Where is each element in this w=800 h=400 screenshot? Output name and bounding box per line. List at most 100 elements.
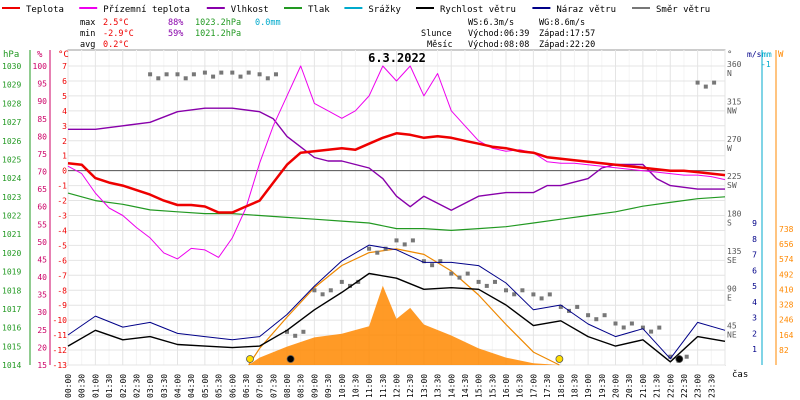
axis-tick-pressure: 1026 <box>2 137 21 146</box>
chart-header: Teplota Přízemní teplota Vlhkost Tlak Srážky… <box>2 5 710 65</box>
axis-tick-precip: -1 <box>761 60 771 69</box>
axis-unit-humidity: % <box>37 50 43 60</box>
axis-tick-humidity: 40 <box>37 273 47 282</box>
axis-tick-time: 07:30 <box>269 374 278 398</box>
axis-tick-time: 16:00 <box>502 374 511 398</box>
axis-tick-pressure: 1021 <box>2 230 21 239</box>
axis-tick-humidity: 90 <box>37 97 47 106</box>
axis-tick-time: 14:30 <box>461 374 470 398</box>
axis-tick-time: 04:00 <box>174 374 183 398</box>
axis-tick-temperature: 6 <box>62 77 67 86</box>
marker-moonrise <box>286 355 295 363</box>
wind-dir-point <box>512 292 517 297</box>
axis-tick-time: 06:30 <box>242 374 251 398</box>
stats-avg-temp: 0.2°C <box>103 40 129 50</box>
series-pressure <box>67 192 726 231</box>
axis-tick-time: 21:30 <box>653 374 662 398</box>
wind-dir-point <box>558 304 563 309</box>
stats-min-pressure: 1021.2hPa <box>195 29 241 39</box>
axis-unit-precip: mm <box>762 50 772 59</box>
axis-tick-time: 10:00 <box>338 374 347 398</box>
wind-dir-point <box>339 279 344 284</box>
axis-tick-time: 03:30 <box>160 374 169 398</box>
series-feels <box>67 65 726 260</box>
axis-tick-wind-dir: 225 <box>727 172 742 181</box>
wind-dir-point <box>402 242 407 247</box>
axis-tick-time: 20:30 <box>625 374 634 398</box>
stats-max-humidity: 88% <box>168 18 183 28</box>
axis-tick-time: 13:30 <box>434 374 443 398</box>
wind-dir-point <box>219 70 224 75</box>
axis-tick-temperature: -9 <box>57 301 67 310</box>
axis-tick-humidity: 70 <box>37 168 47 177</box>
axis-unit-wind-speed: m/s <box>747 50 762 59</box>
axis-tick-time: 09:00 <box>310 374 319 398</box>
wind-dir-point <box>657 325 662 330</box>
axis-tick-time: 03:00 <box>146 374 155 398</box>
axis-tick-humidity: 60 <box>37 203 47 212</box>
axis-tick-wind-dir-label: NE <box>727 331 737 340</box>
axis-tick-temperature: 4 <box>62 107 67 116</box>
series-wind-speed <box>67 272 726 363</box>
axis-unit-wind-dir: ° <box>727 50 732 60</box>
axis-tick-time: 19:30 <box>598 374 607 398</box>
wind-dir-point <box>312 288 317 293</box>
wind-dir-point <box>375 250 380 255</box>
axis-tick-time: 07:00 <box>256 374 265 398</box>
axis-tick-time: 00:00 <box>64 374 73 398</box>
axis-tick-time: 22:30 <box>680 374 689 398</box>
wind-dir-point <box>274 72 278 77</box>
chart-grid <box>67 49 726 366</box>
legend-label-wind_speed: Rychlost větru <box>440 5 516 15</box>
axis-tick-solar: 656 <box>779 240 794 249</box>
axis-tick-time: 12:00 <box>393 374 402 398</box>
axis-tick-humidity: 80 <box>37 132 47 141</box>
axis-tick-humidity: 65 <box>37 185 47 194</box>
axis-tick-time: 04:30 <box>187 374 196 398</box>
wind-dir-point <box>493 279 497 284</box>
axis-tick-temperature: 5 <box>62 92 67 101</box>
wind-dir-point <box>164 72 169 77</box>
wind-dir-point <box>712 80 717 85</box>
wind-dir-point <box>520 288 525 293</box>
axis-tick-wind-speed: 6 <box>752 266 757 275</box>
axis-tick-wind-dir: 135 <box>727 247 742 256</box>
axis-tick-wind-dir: 90 <box>727 284 737 293</box>
wind-dir-point <box>457 275 462 280</box>
axis-tick-time: 15:30 <box>488 374 497 398</box>
axis-tick-time: 14:00 <box>447 374 456 398</box>
axis-tick-wind-dir: 180 <box>727 210 742 219</box>
axis-tick-wind-dir: 270 <box>727 135 742 144</box>
legend-label-feels: Přízemní teplota <box>103 5 190 15</box>
axis-tick-temperature: 2 <box>62 137 67 146</box>
axis-tick-temperature: 7 <box>62 62 67 71</box>
wind-dir-point <box>449 271 454 276</box>
stats-avg-label: avg <box>80 40 95 50</box>
wind-dir-point <box>602 313 607 318</box>
axis-tick-wind-dir: 45 <box>727 322 737 331</box>
axis-tick-temperature: -8 <box>57 286 67 295</box>
wind-dir-point <box>202 70 207 75</box>
axis-tick-pressure: 1022 <box>2 212 21 221</box>
axis-unit-temperature: °C <box>58 50 69 60</box>
chart-series <box>67 65 726 366</box>
axis-tick-wind-dir-label: SE <box>727 256 737 265</box>
wind-dir-point <box>238 74 243 79</box>
axis-tick-humidity: 20 <box>37 343 47 352</box>
wind-dir-point <box>621 325 626 330</box>
axis-unit-time: čas <box>732 369 748 380</box>
wind-dir-point <box>547 292 552 297</box>
axis-tick-pressure: 1029 <box>2 81 21 90</box>
axis-tick-solar: 574 <box>779 255 794 264</box>
wind-dir-point <box>367 246 372 251</box>
axis-tick-time: 18:30 <box>570 374 579 398</box>
axis-tick-wind-dir-label: E <box>727 293 732 302</box>
axis-tick-wind-speed: 9 <box>752 219 757 228</box>
axis-tick-wind-speed: 8 <box>752 235 757 244</box>
axis-tick-temperature: -1 <box>57 182 67 191</box>
wind-dir-point <box>383 246 388 251</box>
axis-tick-temperature: 0 <box>62 167 67 176</box>
axis-tick-pressure: 1015 <box>2 342 21 351</box>
axis-tick-humidity: 30 <box>37 308 47 317</box>
axis-tick-solar: 410 <box>779 285 794 294</box>
